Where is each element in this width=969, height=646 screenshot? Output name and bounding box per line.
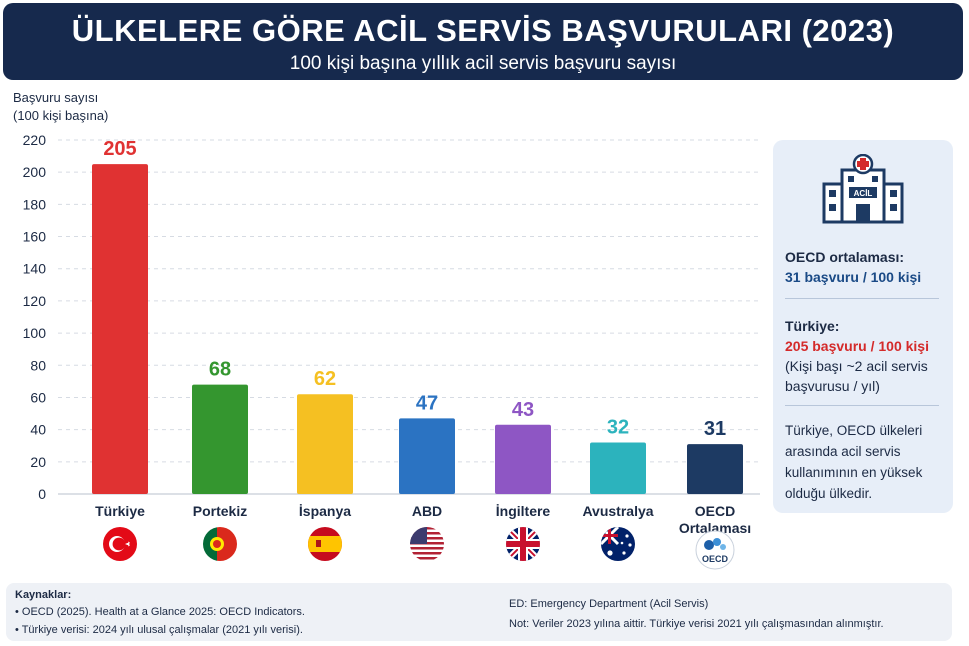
data-label: 47 [416, 392, 438, 414]
summary-line: kullanımının en yüksek [785, 465, 923, 480]
page-title: ÜLKELERE GÖRE ACİL SERVİS BAŞVURULARI (2… [71, 13, 895, 48]
summary-line: arasında acil servis [785, 444, 901, 459]
data-label: 31 [704, 418, 726, 440]
oecd-logo-text: OECD [702, 554, 729, 564]
y-tick-label: 160 [23, 229, 47, 245]
x-tick-label: Avustralya [582, 503, 653, 519]
y-tick-label: 20 [30, 454, 46, 470]
footer: Kaynaklar: • OECD (2025). Health at a Gl… [6, 583, 952, 641]
info-panel: ACİL OECD ortalaması: 31 başvuru / 100 k… [773, 140, 953, 513]
x-tick-label: Türkiye [95, 503, 145, 519]
y-axis-label-line2: (100 kişi başına) [13, 108, 109, 123]
x-tick-label: İngiltere [496, 503, 551, 519]
x-tick-label: OECD [695, 503, 735, 519]
portugal-flag [203, 527, 237, 561]
divider [785, 405, 939, 406]
uk-flag [506, 527, 540, 561]
bar [192, 384, 248, 494]
y-tick-label: 180 [23, 196, 47, 212]
usa-flag [410, 527, 444, 561]
x-tick-label: ABD [412, 503, 442, 519]
y-tick-label: 80 [30, 357, 46, 373]
bar [399, 418, 455, 494]
header-banner: ÜLKELERE GÖRE ACİL SERVİS BAŞVURULARI (2… [3, 3, 963, 80]
y-tick-label: 220 [23, 132, 47, 148]
y-tick-label: 140 [23, 261, 47, 277]
x-tick-label: Ortalaması [679, 520, 751, 536]
y-tick-label: 0 [38, 486, 46, 502]
turkey-value: 205 başvuru / 100 kişi [785, 338, 929, 354]
y-axis-label: Başvuru sayısı (100 kişi başına) [13, 89, 108, 125]
bar-chart: 0 20 40 60 80 100 120 140 160 180 200 220 205 Türkiye… [23, 132, 760, 570]
turkey-title: Türkiye: [785, 318, 840, 334]
bar [92, 164, 148, 495]
oecd-logo: OECD [695, 530, 735, 570]
data-label: 43 [512, 399, 534, 421]
data-label: 62 [314, 368, 336, 390]
summary-line: olduğu ülkedir. [785, 486, 873, 501]
y-tick-label: 40 [30, 422, 46, 438]
source-item: • Türkiye verisi: 2024 yılı ulusal çalış… [15, 624, 303, 636]
bar [495, 424, 551, 494]
data-label: 32 [607, 417, 629, 439]
australia-flag [601, 527, 635, 561]
footnote-ed: ED: Emergency Department (Acil Servis) [509, 598, 709, 610]
data-label: 68 [209, 359, 231, 381]
oecd-average-title: OECD ortalaması: [785, 249, 905, 265]
bar [297, 394, 353, 494]
spain-flag [308, 527, 342, 561]
data-label: 205 [103, 138, 136, 160]
y-axis-label-line1: Başvuru sayısı [13, 90, 99, 105]
page-subtitle: 100 kişi başına yıllık acil servis başvu… [289, 53, 677, 74]
hospital-sign: ACİL [854, 189, 873, 198]
oecd-average-block: OECD ortalaması: 31 başvuru / 100 kişi [785, 247, 921, 287]
summary-block: Türkiye, OECD ülkeleri arasında acil ser… [785, 420, 922, 504]
divider [785, 298, 939, 299]
y-tick-label: 120 [23, 293, 47, 309]
footnote-data: Not: Veriler 2023 yılına aittir. Türkiye… [509, 618, 884, 630]
sources-label: Kaynaklar: [15, 589, 72, 601]
y-tick-label: 100 [23, 325, 47, 341]
bar [687, 444, 743, 494]
turkey-note-line1: (Kişi başı ~2 acil servis [785, 358, 928, 374]
source-item: • OECD (2025). Health at a Glance 2025: … [15, 606, 305, 618]
turkey-block: Türkiye: 205 başvuru / 100 kişi (Kişi ba… [785, 316, 929, 396]
y-tick-label: 60 [30, 389, 46, 405]
turkey-note-line2: başvurusu / yıl) [785, 378, 880, 394]
summary-line: Türkiye, OECD ülkeleri [785, 423, 923, 438]
x-tick-label: İspanya [299, 503, 351, 519]
x-tick-label: Portekiz [193, 503, 247, 519]
y-tick-label: 200 [23, 164, 47, 180]
turkey-flag [103, 527, 137, 561]
bar [590, 442, 646, 494]
hospital-icon: ACİL [822, 154, 904, 224]
oecd-average-value: 31 başvuru / 100 kişi [785, 269, 922, 285]
